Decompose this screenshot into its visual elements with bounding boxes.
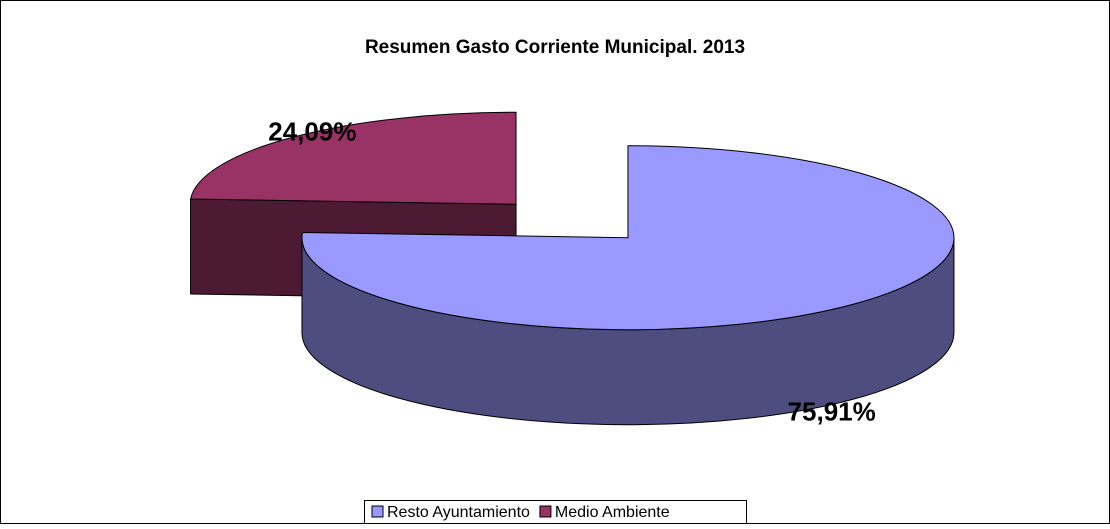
slice: [189, 111, 517, 205]
legend-label: Medio Ambiente: [555, 504, 670, 521]
slice: [301, 145, 955, 331]
legend-swatch: [371, 505, 384, 518]
data-label: 24,09%: [268, 116, 356, 146]
chart-title: Resumen Gasto Corriente Municipal. 2013: [365, 37, 745, 58]
legend-swatch: [539, 505, 552, 518]
legend-label: Resto Ayuntamiento: [387, 504, 530, 521]
data-label: 75,91%: [788, 396, 876, 426]
